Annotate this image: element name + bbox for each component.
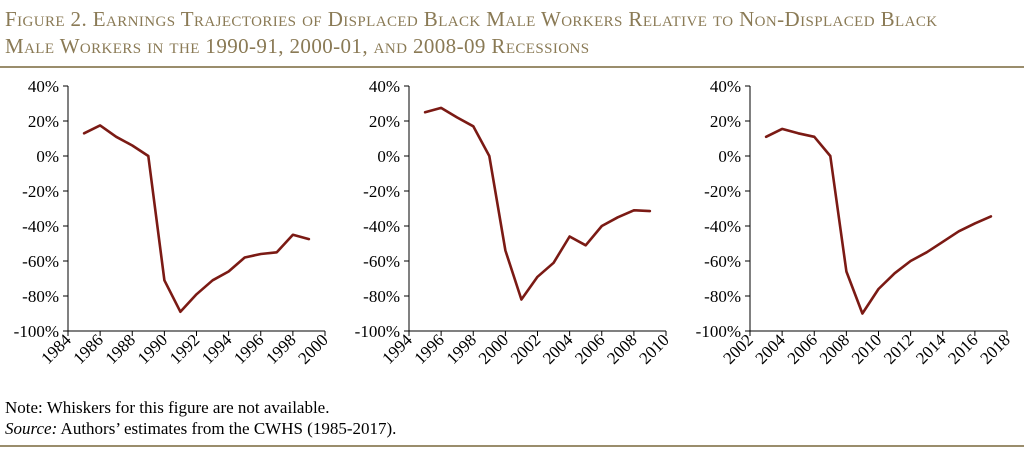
- y-tick-label: 40%: [369, 77, 400, 96]
- y-tick-label: 20%: [710, 112, 741, 131]
- series-line: [764, 127, 993, 315]
- y-tick-label: -80%: [22, 287, 59, 306]
- x-tick-label: 1996: [410, 330, 447, 367]
- x-tick-label: 2012: [880, 330, 917, 367]
- y-tick-label: -40%: [22, 217, 59, 236]
- footer-divider: [0, 445, 1024, 447]
- y-tick-label: -20%: [704, 182, 741, 201]
- x-tick-label: 2004: [751, 330, 789, 368]
- x-tick-label: 2008: [816, 330, 853, 367]
- y-tick-label: -40%: [363, 217, 400, 236]
- y-tick-label: 40%: [28, 77, 59, 96]
- x-tick-label: 2018: [976, 330, 1013, 367]
- title-divider: [0, 66, 1024, 68]
- x-tick-label: 2010: [848, 330, 885, 367]
- x-tick-label: 2014: [912, 330, 950, 368]
- x-tick-label: 1992: [166, 330, 203, 367]
- y-tick-label: -100%: [696, 322, 741, 341]
- note-line: Note: Whiskers for this figure are not a…: [5, 398, 329, 418]
- x-tick-label: 2010: [635, 330, 672, 367]
- y-tick-label: 20%: [369, 112, 400, 131]
- y-tick-label: 20%: [28, 112, 59, 131]
- y-tick-label: -60%: [363, 252, 400, 271]
- source-text: Authors’ estimates from the CWHS (1985-2…: [57, 419, 397, 438]
- y-tick-label: 0%: [718, 147, 741, 166]
- y-tick-label: 0%: [377, 147, 400, 166]
- source-label: Source:: [5, 419, 58, 438]
- y-tick-label: -40%: [704, 217, 741, 236]
- x-tick-label: 1998: [443, 330, 480, 367]
- chart-panel-2000-recession: 40%20%0%-20%-40%-60%-80%-100%19941996199…: [355, 77, 673, 368]
- y-tick-label: -100%: [14, 322, 59, 341]
- x-tick-label: 1990: [134, 330, 171, 367]
- x-tick-label: 1994: [198, 330, 236, 368]
- y-tick-label: 40%: [710, 77, 741, 96]
- x-tick-label: 2006: [784, 330, 821, 367]
- series-line: [423, 106, 652, 301]
- x-tick-label: 1986: [69, 330, 106, 367]
- x-tick-label: 2016: [944, 330, 981, 367]
- figure-title-line2: Male Workers in the 1990-91, 2000-01, an…: [5, 34, 590, 58]
- x-tick-label: 1988: [102, 330, 139, 367]
- x-tick-label: 2008: [603, 330, 640, 367]
- y-tick-label: -80%: [704, 287, 741, 306]
- series-line: [82, 124, 311, 314]
- y-tick-label: -60%: [22, 252, 59, 271]
- x-tick-label: 2004: [539, 330, 577, 368]
- y-tick-label: -80%: [363, 287, 400, 306]
- x-tick-label: 1996: [230, 330, 267, 367]
- figure-title: Figure 2. Earnings Trajectories of Displ…: [5, 6, 1020, 60]
- note-label: Note:: [5, 398, 43, 417]
- x-tick-label: 1998: [262, 330, 299, 367]
- source-line: Source: Authors’ estimates from the CWHS…: [5, 419, 396, 439]
- y-tick-label: -20%: [22, 182, 59, 201]
- x-tick-label: 2000: [475, 330, 512, 367]
- chart-panel-2008-recession: 40%20%0%-20%-40%-60%-80%-100%20022004200…: [696, 77, 1014, 368]
- figure-title-line1: Figure 2. Earnings Trajectories of Displ…: [5, 7, 938, 31]
- x-tick-label: 2000: [294, 330, 331, 367]
- note-text: Whiskers for this figure are not availab…: [42, 398, 330, 417]
- y-tick-label: -20%: [363, 182, 400, 201]
- y-tick-label: -100%: [355, 322, 400, 341]
- y-tick-label: -60%: [704, 252, 741, 271]
- y-tick-label: 0%: [36, 147, 59, 166]
- x-tick-label: 2002: [507, 330, 544, 367]
- chart-panel-1990-recession: 40%20%0%-20%-40%-60%-80%-100%19841986198…: [14, 77, 332, 368]
- x-tick-label: 2006: [571, 330, 608, 367]
